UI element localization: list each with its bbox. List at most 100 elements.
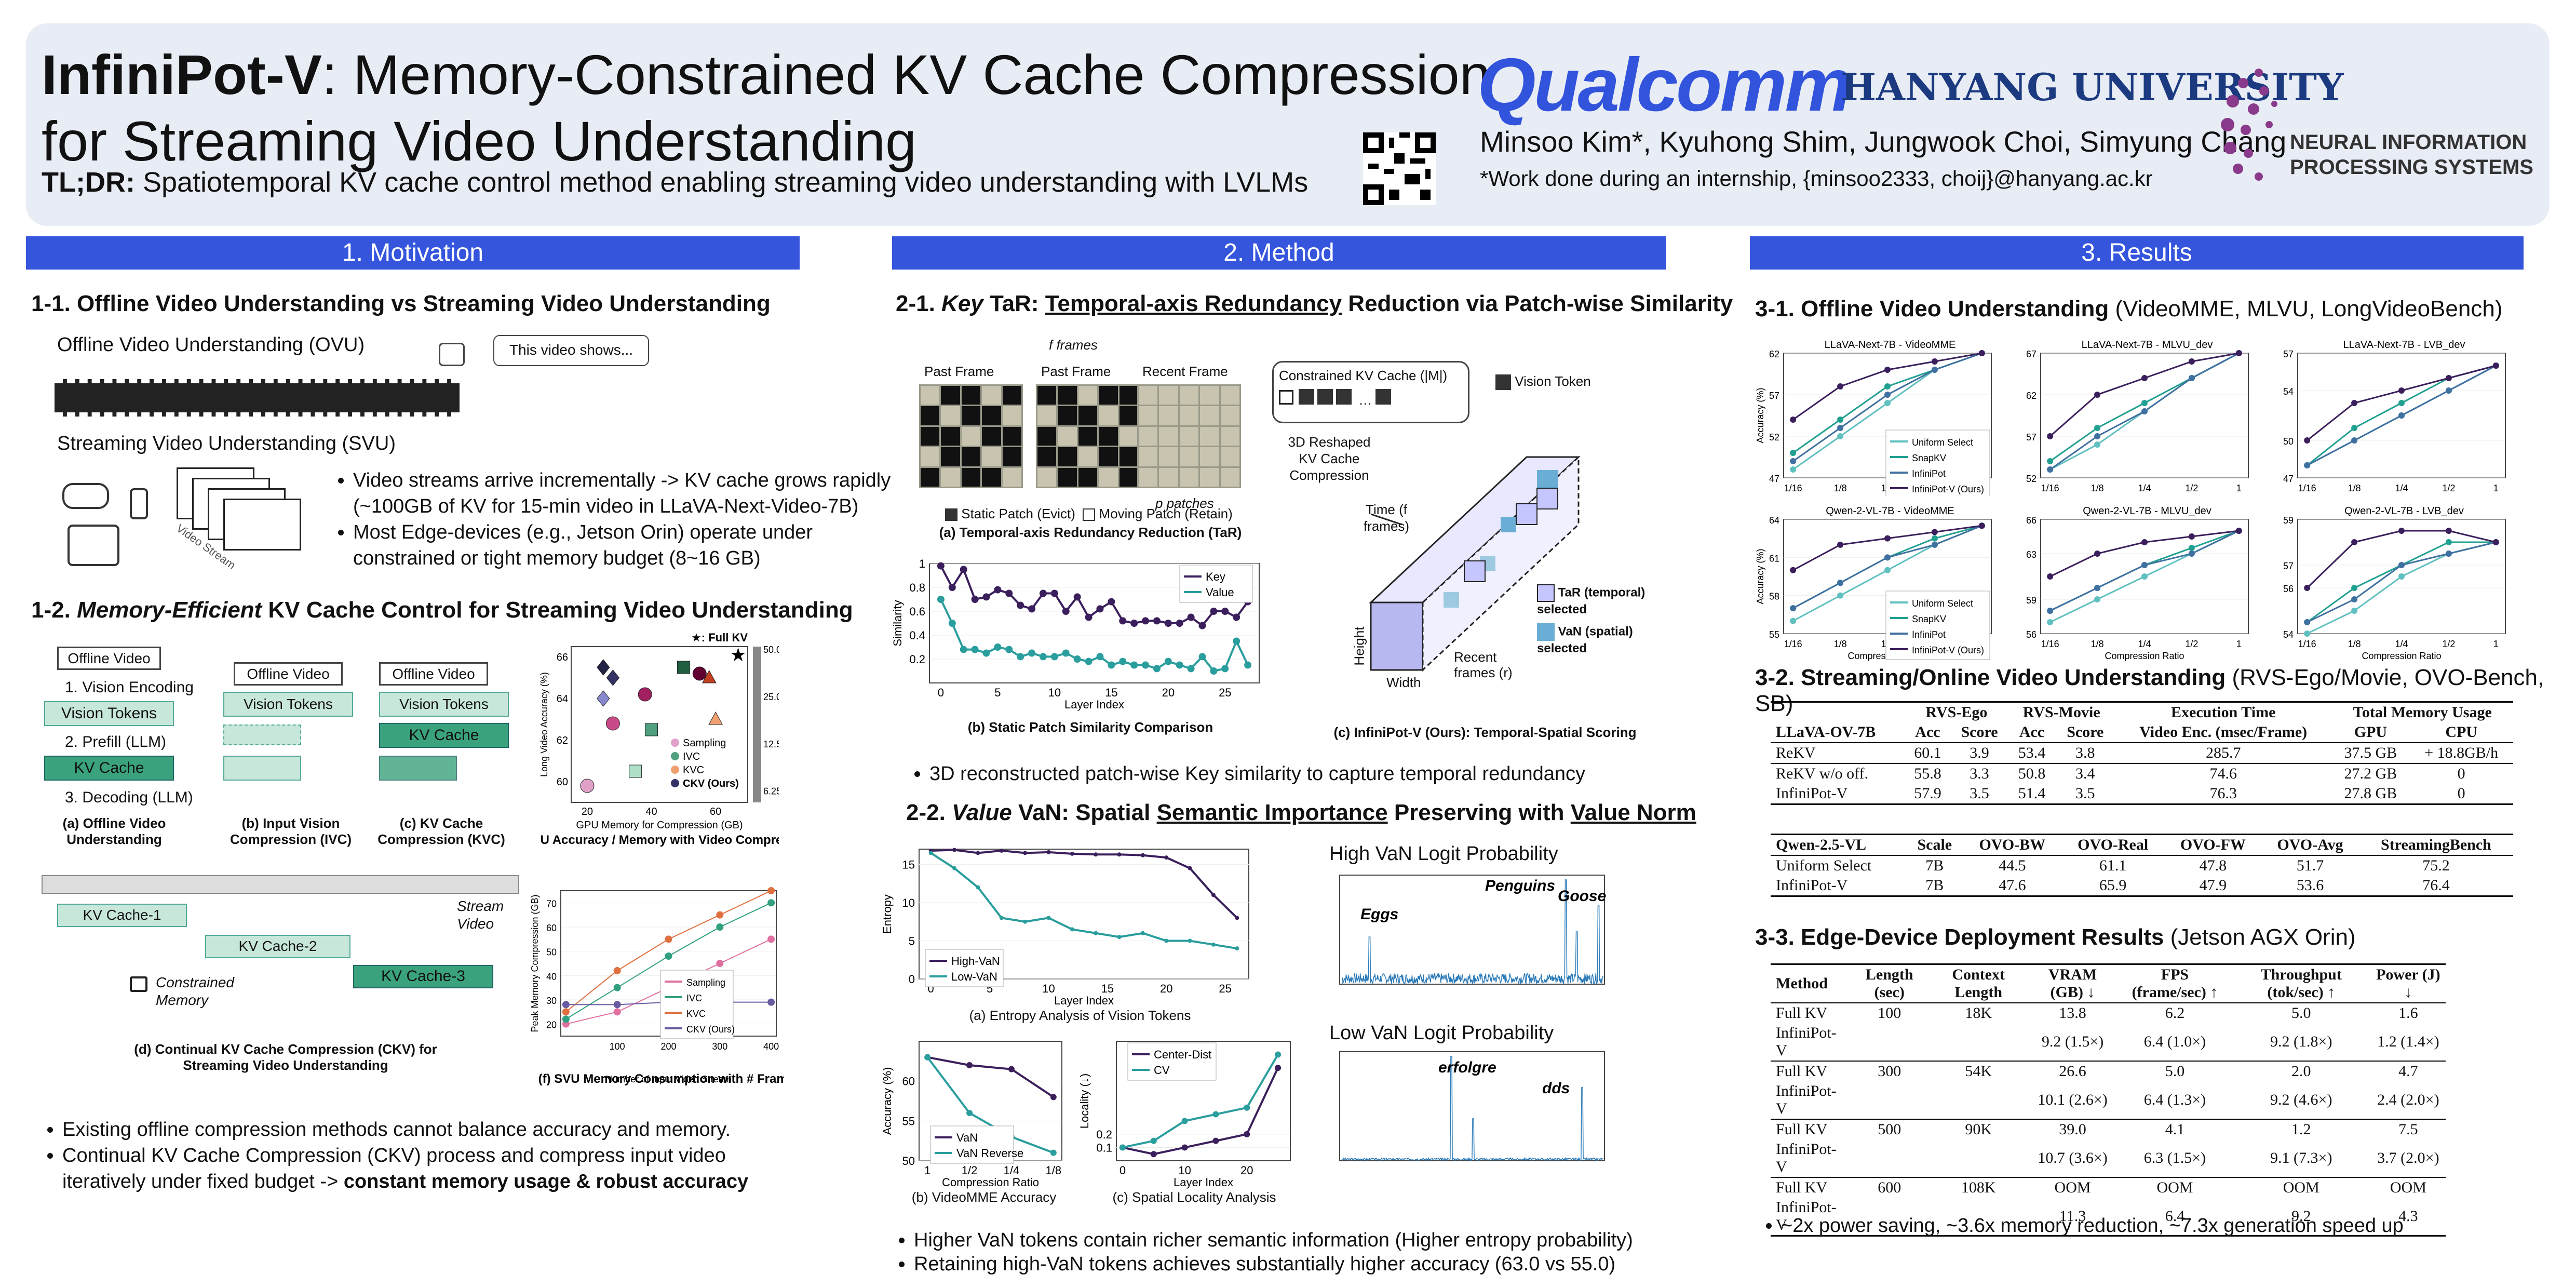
data-point <box>960 646 967 653</box>
x-tick: 1/16 <box>1784 483 1802 493</box>
colorbar-tick: 12.5% <box>763 739 779 749</box>
data-point <box>1884 367 1891 373</box>
patch <box>961 467 981 487</box>
data-point <box>1884 567 1891 573</box>
data-point <box>2047 433 2054 439</box>
data-point <box>1790 605 1797 612</box>
legend-box <box>930 1125 1014 1164</box>
data-point <box>2094 551 2101 557</box>
table-cell: Uniform Select <box>1776 857 1872 874</box>
y-tick: 47 <box>2283 474 2294 484</box>
data-point <box>1275 1065 1282 1071</box>
table-row: Full KV 600 108K OOM OOM OOM OOM <box>1771 1177 2446 1198</box>
y-tick: 67 <box>2026 349 2036 359</box>
table-row: InfiniPot-V 57.9 3.5 51.4 3.5 76.3 27.8 GB 0 <box>1771 784 2513 805</box>
x-tick: 1/16 <box>2041 483 2059 493</box>
data-point <box>1235 946 1239 951</box>
table-cell: InfiniPot-V <box>1776 1141 1837 1175</box>
neurips-text: NEURAL INFORMATION PROCESSING SYSTEMS <box>2290 131 2533 179</box>
annotation: erfolgre <box>1438 1059 1496 1076</box>
heading-3-1: 3-1. Offline Video Understanding (VideoM… <box>1755 296 2503 321</box>
patch <box>921 426 940 446</box>
table-cell: 6.4 (1.3×) <box>2143 1091 2206 1108</box>
legend-entry: SnapKV <box>1912 614 1946 624</box>
data-point <box>2351 608 2358 614</box>
data-point <box>1837 417 1844 423</box>
y-tick: 70 <box>546 898 557 909</box>
data-point <box>1884 554 1891 561</box>
qr-code[interactable] <box>1363 132 1436 205</box>
data-point <box>1837 592 1844 599</box>
table-cell: 2.0 <box>2291 1063 2311 1080</box>
legend-box <box>1127 1042 1217 1081</box>
plot-videomme-accuracy: 50 55 60 1 1/2 1/4 1/8 Compression Ratio Accurac… <box>883 1041 1062 1189</box>
table-cell: 50.8 <box>2018 765 2046 782</box>
table-cell: ReKV w/o off. <box>1776 765 1869 782</box>
compressed-kv-c <box>379 756 457 781</box>
x-tick: 20 <box>1162 686 1175 699</box>
y-tick: 50 <box>2283 436 2294 447</box>
results-bullet: ~2x power saving, ~3.6x memory reduction… <box>1760 1213 2513 1239</box>
data-point <box>1244 661 1252 669</box>
x-axis-label: Compression Ratio <box>2362 651 2441 661</box>
table-cell: 300 <box>1878 1063 1901 1080</box>
table-cell: 26.6 <box>2059 1063 2086 1080</box>
data-point <box>1275 1051 1282 1058</box>
data-point <box>1181 1118 1188 1124</box>
x-tick: 1/16 <box>2298 639 2316 649</box>
motivation-bullets-1: Video streams arrive incrementally -> KV… <box>332 467 893 571</box>
table-cell: OVO-FW <box>2164 834 2262 855</box>
table-cell: Scale <box>1906 834 1964 855</box>
data-point <box>1050 589 1058 597</box>
legend-swatch <box>671 739 679 747</box>
x-tick: 10 <box>1048 686 1061 699</box>
y-tick: 59 <box>2283 515 2294 526</box>
data-point <box>960 566 967 573</box>
data-point <box>1153 665 1161 673</box>
table-cell: StreamingBench <box>2358 834 2513 855</box>
patch <box>982 406 1001 425</box>
patch <box>1099 467 1118 487</box>
caption-d: (d) Continual KV Cache Compression (CKV)… <box>134 1041 437 1073</box>
data-point <box>2398 400 2405 406</box>
y-axis-label: Accuracy (%) <box>1755 387 1765 443</box>
y-tick: 30 <box>546 996 557 1006</box>
patch <box>1078 426 1098 446</box>
data-point <box>1211 893 1216 897</box>
table-cell: 55.8 <box>1914 765 1941 782</box>
data-point <box>629 764 642 778</box>
x-tick: 1/16 <box>2298 483 2316 493</box>
data-point <box>1233 613 1240 621</box>
patch <box>1119 467 1138 487</box>
patch <box>1179 426 1199 446</box>
data-point <box>2398 573 2405 580</box>
data-point <box>2094 425 2101 431</box>
data-point <box>971 646 979 653</box>
data-point <box>1140 853 1145 857</box>
robot-icon <box>439 343 465 366</box>
svu-label: Streaming Video Understanding (SVU) <box>57 433 396 454</box>
data-point <box>1023 919 1028 924</box>
table-cell: OOM <box>2156 1179 2193 1196</box>
data-point <box>716 911 724 919</box>
data-point <box>2445 528 2452 534</box>
patch <box>1139 426 1158 446</box>
x-tick: 0 <box>1120 1164 1126 1177</box>
legend-entry: CV <box>1154 1064 1170 1077</box>
data-point <box>1187 665 1195 673</box>
patch <box>1037 426 1057 446</box>
table-cell: OVO-Avg <box>2261 834 2359 855</box>
table-cell <box>1930 1081 2027 1119</box>
data-point <box>1062 649 1070 657</box>
x-tick: 1/16 <box>1784 639 1802 649</box>
colorbar <box>753 647 761 802</box>
patch-legend: Static Patch (Evict) Moving Patch (Retai… <box>945 501 1233 526</box>
table-cell: 60.1 <box>1914 744 1941 761</box>
patch <box>961 386 981 405</box>
frame-1 <box>1036 384 1140 488</box>
data-point <box>2398 387 2405 394</box>
table-cell: 47.6 <box>1963 876 2061 897</box>
data-point <box>1062 608 1070 615</box>
x-tick: 1/8 <box>2348 639 2361 649</box>
x-axis-label: Compression Ratio <box>2105 651 2184 661</box>
